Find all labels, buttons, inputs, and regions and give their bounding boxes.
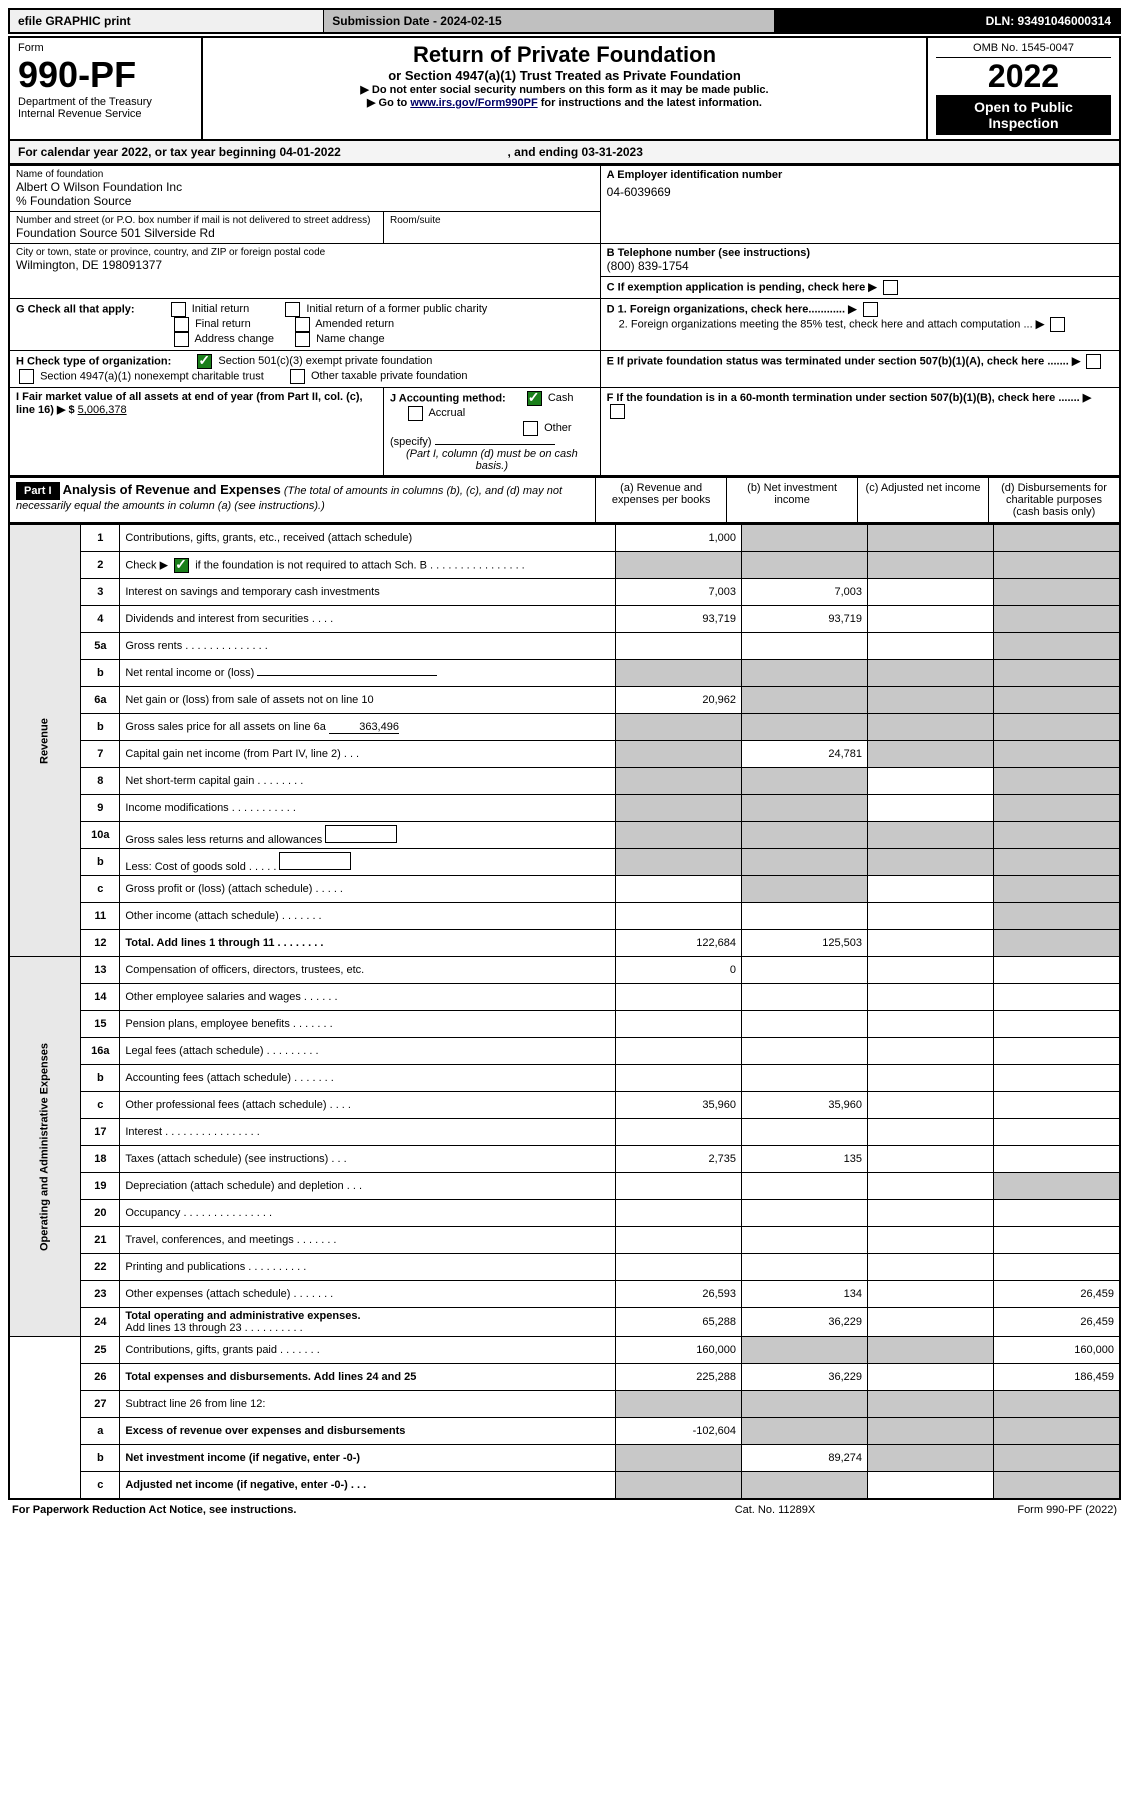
check-j-cash[interactable] [527, 391, 542, 406]
check-g5[interactable] [174, 332, 189, 347]
street: Foundation Source 501 Silverside Rd [16, 226, 377, 240]
fmv-value: 5,006,378 [78, 404, 127, 416]
line-h: H Check type of organization: [16, 355, 171, 367]
check-d2[interactable] [1050, 317, 1065, 332]
footer: For Paperwork Reduction Act Notice, see … [8, 1502, 1121, 1518]
irs: Internal Revenue Service [18, 108, 193, 120]
street-label: Number and street (or P.O. box number if… [16, 215, 377, 226]
omb-number: OMB No. 1545-0047 [936, 42, 1111, 58]
check-g1[interactable] [171, 302, 186, 317]
tax-year: 2022 [936, 58, 1111, 95]
col-b-hdr: (b) Net investment income [727, 478, 858, 524]
form-title: Return of Private Foundation [211, 42, 918, 68]
line-j: J Accounting method: [390, 392, 506, 404]
note-goto-b: for instructions and the latest informat… [538, 97, 762, 109]
name-label: Name of foundation [16, 169, 594, 180]
check-c[interactable] [883, 280, 898, 295]
dept: Department of the Treasury [18, 96, 193, 108]
line-j-note: (Part I, column (d) must be on cash basi… [390, 448, 594, 472]
col-a-hdr: (a) Revenue and expenses per books [596, 478, 727, 524]
line-i: I Fair market value of all assets at end… [16, 391, 363, 416]
check-j-other[interactable] [523, 421, 538, 436]
identity-block: Name of foundation Albert O Wilson Found… [8, 165, 1121, 477]
form-word: Form [18, 42, 193, 54]
foundation-name: Albert O Wilson Foundation Inc [16, 180, 594, 194]
line-c: C If exemption application is pending, c… [607, 281, 866, 293]
calendar-year-line: For calendar year 2022, or tax year begi… [8, 141, 1121, 165]
form-number: 990-PF [18, 54, 193, 96]
efile-label: efile GRAPHIC print [9, 9, 324, 33]
submission-date: Submission Date - 2024-02-15 [324, 9, 775, 33]
check-g2[interactable] [285, 302, 300, 317]
check-e[interactable] [1086, 354, 1101, 369]
line-g: G Check all that apply: [16, 303, 135, 315]
part1-table: Revenue 1 Contributions, gifts, grants, … [8, 524, 1121, 1500]
open-to-public: Open to Public Inspection [936, 95, 1111, 135]
ein-label: A Employer identification number [607, 169, 1113, 181]
ein: 04-6039669 [607, 185, 1113, 199]
form-header: Form 990-PF Department of the Treasury I… [8, 36, 1121, 141]
check-g4[interactable] [295, 317, 310, 332]
check-g3[interactable] [174, 317, 189, 332]
check-sch-b[interactable] [174, 558, 189, 573]
check-h1[interactable] [197, 354, 212, 369]
phone: (800) 839-1754 [607, 259, 1113, 273]
side-revenue: Revenue [9, 525, 81, 957]
footer-left: For Paperwork Reduction Act Notice, see … [8, 1502, 674, 1518]
phone-label: B Telephone number (see instructions) [607, 247, 1113, 259]
line-d2: 2. Foreign organizations meeting the 85%… [619, 318, 1033, 330]
side-expenses: Operating and Administrative Expenses [9, 957, 81, 1337]
line-f: F If the foundation is in a 60-month ter… [607, 392, 1080, 404]
city-label: City or town, state or province, country… [16, 247, 594, 258]
dln: DLN: 93491046000314 [774, 9, 1120, 33]
line6b-inline: 363,496 [329, 721, 399, 734]
room-label: Room/suite [390, 215, 594, 226]
city: Wilmington, DE 198091377 [16, 258, 594, 272]
check-j-accrual[interactable] [408, 406, 423, 421]
line-e: E If private foundation status was termi… [607, 355, 1069, 367]
form-subtitle: or Section 4947(a)(1) Trust Treated as P… [211, 68, 918, 83]
check-h2[interactable] [19, 369, 34, 384]
col-d-hdr: (d) Disbursements for charitable purpose… [989, 478, 1121, 524]
top-bar: efile GRAPHIC print Submission Date - 20… [8, 8, 1121, 34]
footer-cat: Cat. No. 11289X [674, 1502, 876, 1518]
check-f[interactable] [610, 404, 625, 419]
part-label: Part I [16, 482, 60, 500]
part-title: Analysis of Revenue and Expenses [63, 482, 281, 497]
form-instructions-link[interactable]: www.irs.gov/Form990PF [410, 97, 537, 109]
note-goto-a: ▶ Go to [367, 97, 410, 109]
foundation-co: % Foundation Source [16, 194, 594, 208]
footer-form: Form 990-PF (2022) [876, 1502, 1121, 1518]
check-g6[interactable] [295, 332, 310, 347]
check-h3[interactable] [290, 369, 305, 384]
note-ssn: ▶ Do not enter social security numbers o… [211, 83, 918, 96]
check-d1[interactable] [863, 302, 878, 317]
line-d1: D 1. Foreign organizations, check here..… [607, 303, 845, 315]
col-c-hdr: (c) Adjusted net income [858, 478, 989, 524]
part1-header: Part I Analysis of Revenue and Expenses … [8, 477, 1121, 524]
